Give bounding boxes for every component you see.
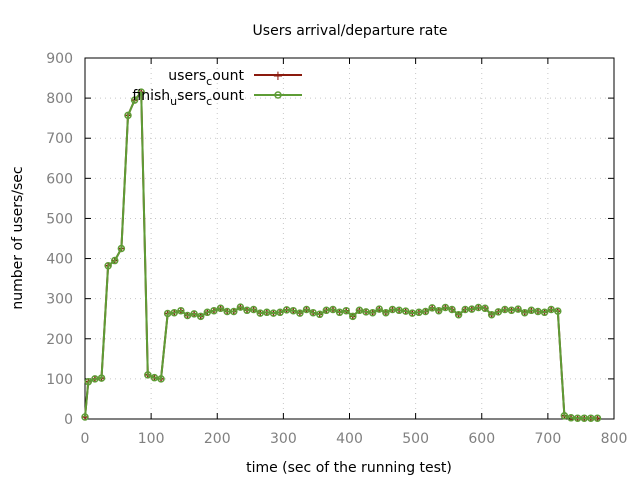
data-point [481, 304, 489, 313]
legend-part: users [168, 68, 206, 84]
data-point [97, 374, 106, 382]
data-point [157, 375, 165, 383]
x-axis-label: time (sec of the running test) [246, 460, 452, 476]
legend-part: ount [212, 68, 244, 84]
data-point [342, 306, 350, 315]
legend-subscript: u [170, 95, 177, 108]
data-point [329, 305, 337, 314]
legend-subscript: c [206, 75, 212, 88]
chart-title: Users arrival/departure rate [253, 23, 448, 39]
data-point [487, 310, 496, 319]
data-point [335, 308, 344, 317]
y-axis-label: number of users/sec [10, 166, 26, 309]
data-point [111, 256, 119, 265]
legend-label-users-count: userscount [168, 68, 244, 88]
y-tick-label: 800 [46, 91, 73, 107]
legend-label-finish-users-count: finishuserscount [132, 88, 244, 108]
data-point [507, 306, 516, 315]
data-point [190, 310, 198, 318]
data-point [527, 306, 536, 315]
data-point [448, 305, 456, 314]
x-tick-label: 600 [468, 431, 495, 447]
legend-part: ount [212, 88, 244, 104]
legend-marker-users-count: + [273, 69, 284, 84]
data-point [276, 308, 284, 317]
data-point [203, 308, 212, 317]
data-point [540, 308, 549, 317]
data-point [130, 96, 139, 104]
data-point [150, 373, 159, 382]
data-point [84, 377, 93, 386]
series-line [84, 91, 598, 420]
data-point [183, 311, 192, 320]
x-tick-label: 400 [336, 431, 363, 447]
series-finish-users-count [81, 88, 602, 422]
y-tick-label: 400 [46, 252, 73, 268]
data-point [428, 304, 436, 312]
legend-marker-finish-users-count [274, 91, 282, 99]
data-point [236, 303, 245, 311]
x-tick-label: 200 [204, 431, 231, 447]
data-point [302, 305, 311, 314]
data-point [196, 312, 205, 321]
ticks: 0 100 200 300 400 500 600 700 800 0 100 200 300 400 50… [46, 51, 627, 447]
y-tick-label: 100 [46, 372, 73, 388]
legend: userscount + finishuserscount [132, 68, 302, 108]
series-layer [81, 88, 602, 422]
data-point [81, 413, 89, 421]
data-point [355, 306, 364, 315]
data-point [124, 111, 132, 120]
data-point [289, 306, 298, 315]
y-tick-label: 0 [64, 412, 73, 428]
data-point [514, 305, 522, 313]
data-point [309, 308, 317, 317]
data-point [593, 414, 602, 422]
data-point [382, 308, 390, 317]
data-point [494, 308, 503, 316]
data-point [170, 308, 179, 317]
y-tick-label: 900 [46, 51, 73, 67]
data-point [210, 306, 218, 315]
data-point [547, 305, 555, 314]
y-tick-label: 300 [46, 292, 73, 308]
data-point [375, 305, 384, 313]
legend-part: finish [132, 88, 170, 104]
legend-subscript: c [206, 95, 212, 108]
x-tick-label: 100 [138, 431, 165, 447]
x-tick-label: 500 [402, 431, 429, 447]
data-point [296, 309, 304, 317]
data-point [230, 307, 238, 316]
data-point [144, 371, 152, 379]
x-tick-label: 0 [81, 431, 90, 447]
data-point [454, 310, 463, 319]
data-point [560, 412, 569, 420]
data-point [421, 307, 430, 316]
legend-part: sers [177, 88, 206, 104]
data-point [368, 308, 377, 317]
x-tick-label: 700 [535, 431, 562, 447]
data-point [441, 303, 450, 312]
x-tick-label: 800 [601, 431, 628, 447]
y-tick-label: 500 [46, 211, 73, 227]
data-point [520, 308, 529, 317]
data-point [401, 307, 410, 315]
y-tick-label: 600 [46, 171, 73, 187]
data-point [349, 312, 357, 321]
x-tick-label: 300 [270, 431, 297, 447]
grid [85, 58, 614, 419]
data-point [435, 306, 443, 315]
data-point [104, 262, 112, 270]
y-tick-label: 700 [46, 131, 73, 147]
data-point [249, 305, 258, 314]
data-point [554, 307, 562, 315]
data-point [468, 305, 476, 313]
data-point [315, 310, 324, 319]
data-point [117, 244, 126, 253]
series-users-count [82, 89, 601, 422]
y-tick-label: 200 [46, 332, 73, 348]
data-point [216, 304, 225, 313]
data-point [177, 306, 185, 315]
data-point [137, 88, 145, 96]
